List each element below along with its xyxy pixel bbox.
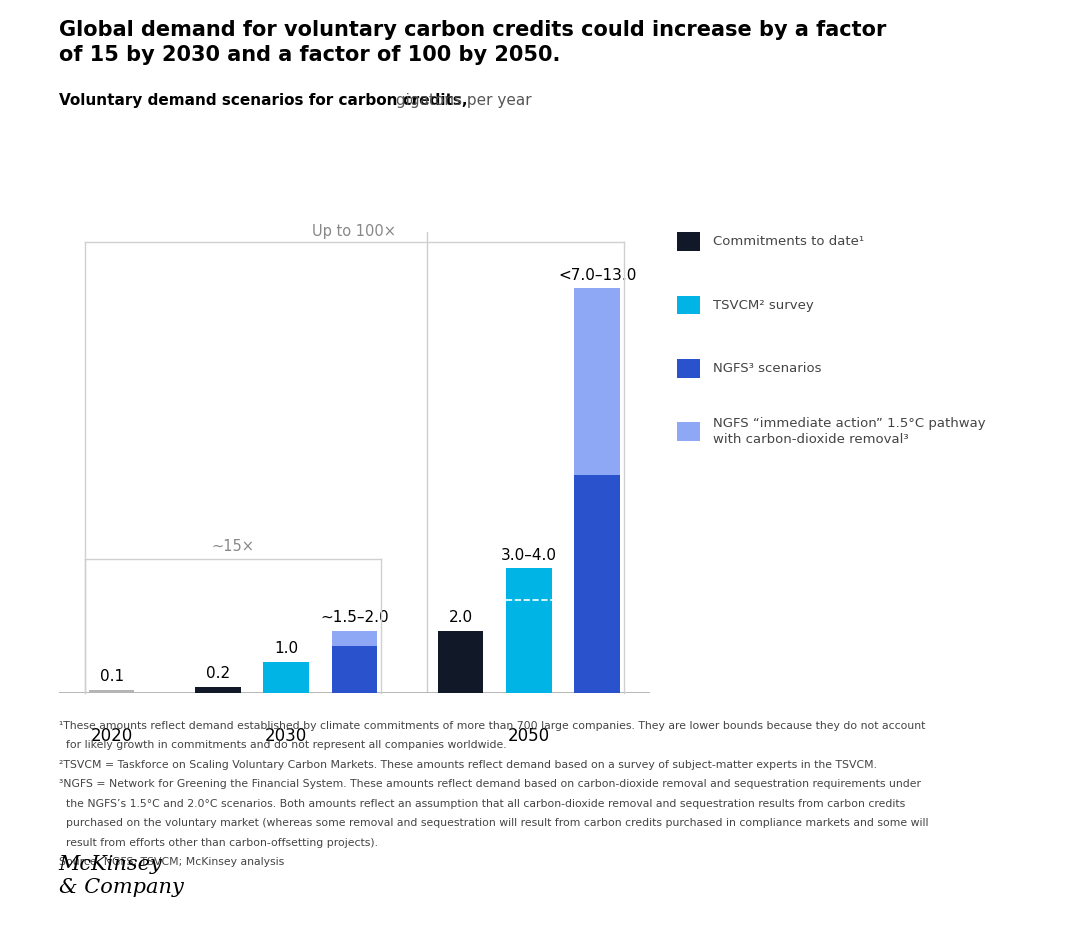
Text: 2.0: 2.0 [449, 610, 472, 625]
Text: ²TSVCM = Taskforce on Scaling Voluntary Carbon Markets. These amounts reflect de: ²TSVCM = Taskforce on Scaling Voluntary … [59, 760, 876, 770]
Text: result from efforts other than carbon-offsetting projects).: result from efforts other than carbon-of… [59, 838, 377, 848]
Text: NGFS³ scenarios: NGFS³ scenarios [713, 362, 822, 375]
Text: of 15 by 2030 and a factor of 100 by 2050.: of 15 by 2030 and a factor of 100 by 205… [59, 45, 560, 65]
Bar [88, 690, 134, 693]
Text: 1.0: 1.0 [274, 641, 298, 657]
Text: Up to 100×: Up to 100× [312, 224, 397, 239]
Text: Commitments to date¹: Commitments to date¹ [713, 235, 865, 248]
Text: ~15×: ~15× [211, 539, 255, 554]
Text: McKinsey: McKinsey [59, 856, 162, 874]
Text: gigatons per year: gigatons per year [391, 93, 532, 108]
Bar [438, 631, 483, 693]
Text: 0.1: 0.1 [99, 670, 124, 684]
Text: 0.2: 0.2 [206, 666, 230, 681]
Text: ¹These amounts reflect demand established by climate commitments of more than 70: ¹These amounts reflect demand establishe… [59, 721, 925, 731]
Bar [575, 475, 620, 693]
Bar [332, 631, 377, 646]
Text: purchased on the voluntary market (whereas some removal and sequestration will r: purchased on the voluntary market (where… [59, 818, 928, 829]
Text: for likely growth in commitments and do not represent all companies worldwide.: for likely growth in commitments and do … [59, 740, 506, 751]
Text: the NGFS’s 1.5°C and 2.0°C scenarios. Both amounts reflect an assumption that al: the NGFS’s 1.5°C and 2.0°C scenarios. Bo… [59, 799, 905, 809]
Bar [195, 686, 241, 693]
Bar [506, 568, 552, 693]
Text: 3.0–4.0: 3.0–4.0 [501, 548, 556, 563]
Bar [263, 662, 309, 693]
Text: NGFS “immediate action” 1.5°C pathway
with carbon-dioxide removal³: NGFS “immediate action” 1.5°C pathway wi… [713, 417, 986, 446]
Text: Source: NGFS; TSVCM; McKinsey analysis: Source: NGFS; TSVCM; McKinsey analysis [59, 857, 284, 868]
Bar [575, 288, 620, 475]
Text: ~1.5–2.0: ~1.5–2.0 [320, 610, 389, 625]
Text: & Company: & Company [59, 879, 183, 897]
Text: 2050: 2050 [507, 727, 550, 745]
Text: Global demand for voluntary carbon credits could increase by a factor: Global demand for voluntary carbon credi… [59, 20, 886, 41]
Text: 2030: 2030 [265, 727, 307, 745]
Bar [332, 646, 377, 693]
Text: Voluntary demand scenarios for carbon credits,: Voluntary demand scenarios for carbon cr… [59, 93, 467, 108]
Text: 2020: 2020 [91, 727, 133, 745]
Text: ³NGFS = Network for Greening the Financial System. These amounts reflect demand : ³NGFS = Network for Greening the Financi… [59, 779, 921, 790]
Text: TSVCM² survey: TSVCM² survey [713, 299, 814, 312]
Text: <7.0–13.0: <7.0–13.0 [558, 268, 636, 283]
